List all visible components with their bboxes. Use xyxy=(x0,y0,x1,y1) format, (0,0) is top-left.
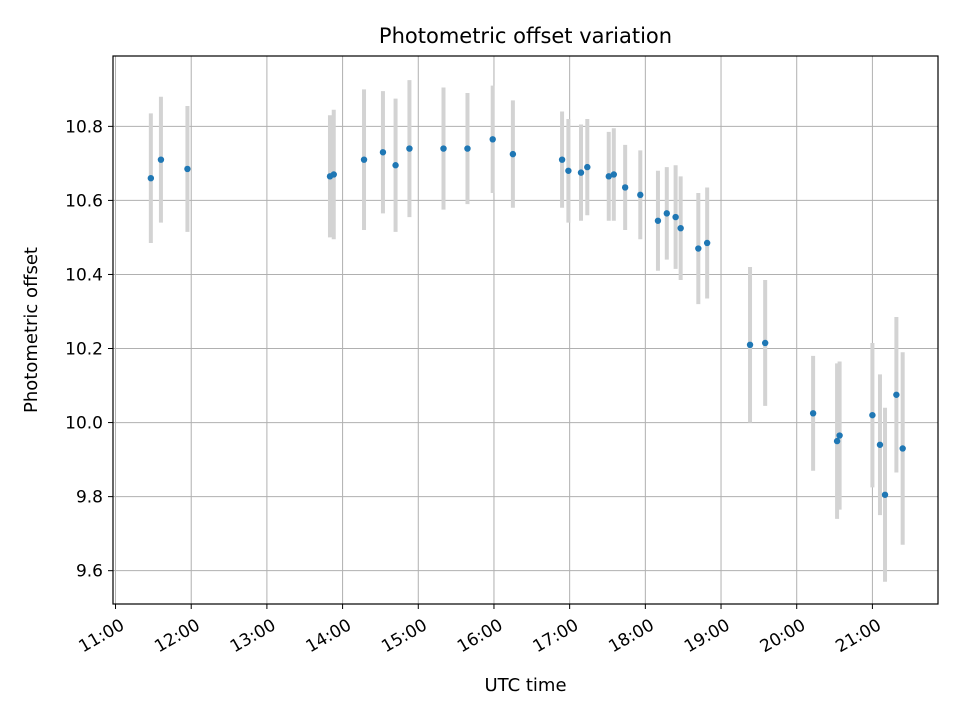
data-point xyxy=(464,145,471,152)
data-point xyxy=(605,173,612,180)
data-point xyxy=(584,163,591,171)
error-bars xyxy=(148,80,905,582)
data-points xyxy=(147,136,906,498)
data-point xyxy=(703,239,711,247)
x-tick-label: 15:00 xyxy=(378,615,430,657)
y-axis-title: Photometric offset xyxy=(21,247,42,413)
y-tick-label: 9.8 xyxy=(76,488,103,508)
data-point xyxy=(761,339,769,347)
data-point xyxy=(565,167,572,174)
data-point xyxy=(610,171,618,178)
data-point xyxy=(147,174,155,182)
data-point xyxy=(746,341,754,349)
y-axis-ticks: 9.6 9.8 10.0 10.2 10.4 10.6 10.8 xyxy=(65,117,113,582)
data-point xyxy=(509,150,517,158)
x-axis-title: UTC time xyxy=(484,675,566,696)
x-tick-label: 11:00 xyxy=(76,615,128,657)
x-tick-label: 12:00 xyxy=(151,615,203,657)
y-tick-label: 10.8 xyxy=(65,117,103,137)
y-tick-label: 10.6 xyxy=(65,191,103,211)
data-point xyxy=(672,213,679,221)
x-axis-ticks: 11:00 12:00 13:00 14:00 15:00 16:00 17:00 18:00… xyxy=(76,604,885,657)
data-point xyxy=(379,149,387,156)
data-point xyxy=(809,410,817,417)
data-point xyxy=(836,432,843,439)
data-point xyxy=(330,171,337,178)
y-tick-label: 10.0 xyxy=(65,414,103,434)
data-point xyxy=(869,411,876,419)
x-tick-label: 18:00 xyxy=(605,615,657,657)
plot-area-frame xyxy=(112,55,939,605)
data-point xyxy=(833,437,841,445)
x-tick-label: 16:00 xyxy=(454,615,506,657)
data-point xyxy=(695,245,702,252)
x-tick-label: 21:00 xyxy=(832,615,884,657)
data-point xyxy=(392,162,399,169)
y-tick-label: 10.2 xyxy=(65,340,103,360)
data-point xyxy=(577,169,585,176)
x-tick-label: 19:00 xyxy=(681,615,733,657)
grid-lines xyxy=(113,56,938,604)
data-point xyxy=(654,217,662,224)
x-tick-label: 14:00 xyxy=(303,615,355,657)
data-point xyxy=(406,145,413,152)
data-point xyxy=(621,184,629,191)
data-point xyxy=(899,445,906,452)
data-point xyxy=(876,441,884,448)
x-tick-label: 20:00 xyxy=(757,615,809,657)
y-tick-label: 10.4 xyxy=(65,265,103,285)
x-tick-label: 13:00 xyxy=(227,615,279,657)
data-point xyxy=(440,145,447,152)
data-point xyxy=(677,224,684,232)
chart-title: Photometric offset variation xyxy=(379,24,672,48)
data-point xyxy=(360,156,368,163)
data-point xyxy=(558,156,566,163)
data-point xyxy=(893,391,900,398)
y-tick-label: 9.6 xyxy=(76,562,103,582)
data-point xyxy=(489,136,496,143)
data-point xyxy=(184,165,191,173)
data-point xyxy=(637,191,644,199)
x-tick-label: 17:00 xyxy=(530,615,582,657)
data-point xyxy=(663,210,670,217)
data-point xyxy=(157,156,165,163)
data-point xyxy=(881,491,889,498)
